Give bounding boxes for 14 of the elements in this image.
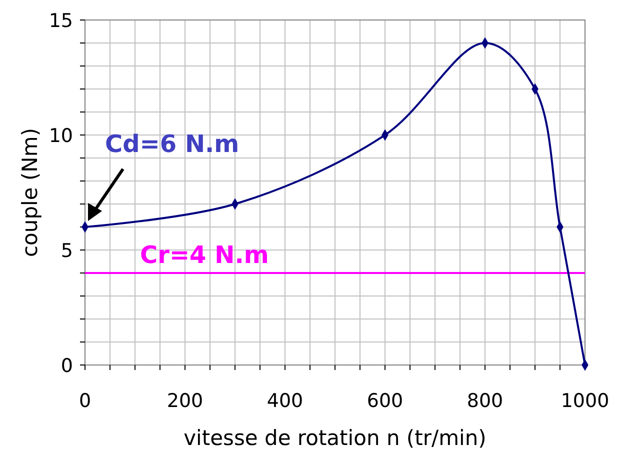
- x-tick-label: 600: [366, 390, 404, 412]
- y-tick-label: 10: [48, 125, 73, 147]
- y-tick-label: 0: [60, 355, 73, 377]
- x-tick-label: 400: [266, 390, 304, 412]
- x-tick-label: 0: [78, 390, 92, 412]
- x-tick-label: 1000: [560, 390, 610, 412]
- x-tick-label: 200: [166, 390, 204, 412]
- x-tick-label: 800: [466, 390, 504, 412]
- ref-line-label: Cr=4 N.m: [140, 241, 269, 269]
- y-tick-label: 5: [60, 240, 73, 262]
- y-axis-title: couple (Nm): [18, 128, 42, 258]
- y-tick-label: 15: [48, 10, 73, 32]
- x-axis-title: vitesse de rotation n (tr/min): [184, 426, 486, 450]
- annotation: Cd=6 N.m: [105, 130, 240, 158]
